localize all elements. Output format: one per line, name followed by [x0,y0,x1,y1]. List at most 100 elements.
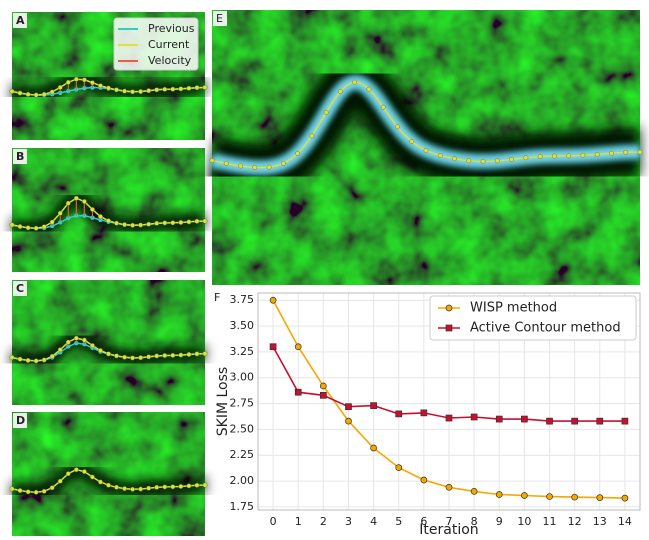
current-point [98,214,103,219]
current-point [337,88,343,94]
current-point [552,153,557,159]
data-point [445,414,453,422]
y-tick-label: 3.00 [230,371,255,384]
current-point [409,139,415,144]
y-axis-label: SKIM Loss [215,367,231,436]
current-point [25,358,31,363]
current-point [154,220,160,226]
x-tick-label: 1 [295,515,302,528]
current-point [154,353,160,359]
x-tick-label: 4 [370,515,377,528]
current-point [423,148,429,153]
y-tick-label: 2.00 [230,474,255,487]
data-point [521,492,528,499]
x-axis-label: Iteration [419,522,478,536]
x-tick-label: 13 [593,515,607,528]
current-point [194,85,200,91]
current-point [146,88,152,94]
current-point [73,76,79,82]
x-tick-label: 11 [543,515,557,528]
current-point [178,352,184,358]
panel-label: C [16,282,24,295]
panel-image [12,148,205,272]
chart: F1.752.002.252.502.753.003.253.503.750 1 2… [214,291,641,538]
panel-label-box [13,281,27,296]
current-point [170,220,176,226]
current-point [49,353,55,359]
data-point [319,382,327,390]
x-tick-label: 10 [517,515,531,528]
current-point [223,161,229,166]
current-point [186,85,192,91]
current-point [170,352,176,358]
data-point [521,415,528,423]
current-point [25,489,31,495]
current-point [437,153,443,158]
current-point [566,153,572,159]
current-point [41,91,47,97]
current-point [266,164,272,170]
current-point [178,86,184,92]
current-point [49,89,55,95]
current-point [352,79,358,85]
current-point [202,351,208,357]
panel-image [12,412,205,536]
current-point [162,86,168,92]
legend-marker [445,304,453,312]
x-tick-label: 2 [320,515,327,528]
current-point [17,488,23,493]
current-point [366,86,372,92]
current-point [25,225,31,231]
current-point [146,485,152,491]
data-point [420,476,428,484]
current-point [295,151,300,156]
data-point [571,493,579,501]
current-point [122,222,127,228]
x-tick-label: 5 [395,515,402,528]
current-point [106,351,111,357]
current-point [57,210,63,216]
current-point [73,467,79,473]
current-point [138,486,144,492]
current-point [65,471,71,477]
current-point [194,351,200,357]
current-point [252,165,258,170]
current-point [81,337,87,343]
current-point [114,220,119,226]
x-tick-label: 0 [270,515,277,528]
legend-text: Active Contour method [470,321,621,336]
data-point [269,296,277,304]
panel-label-box [13,413,27,428]
data-point [345,417,352,425]
data-point [370,402,377,409]
current-point [202,85,208,90]
panel-legend-box [113,17,199,71]
current-point [154,484,160,490]
current-point [122,486,127,492]
current-point [130,486,136,492]
data-point [345,403,352,411]
current-point [138,89,144,94]
current-point [114,484,119,490]
plot-frame [257,292,641,511]
current-point [194,482,200,488]
current-point [57,85,63,90]
current-point [194,218,200,224]
current-point [309,133,315,139]
current-point [580,152,586,158]
current-point [594,152,600,157]
data-point [269,343,277,351]
x-tick-label: 9 [496,515,503,528]
data-point [571,417,579,425]
panel-label-box [13,149,27,164]
current-point [114,87,119,93]
x-tick-label: 12 [568,515,582,528]
current-point [130,89,136,95]
current-point [17,224,23,229]
current-point [162,353,168,358]
current-point [17,356,23,362]
current-point [33,489,39,495]
data-point [621,494,629,502]
panel-label: B [16,150,24,163]
current-point [73,195,79,201]
